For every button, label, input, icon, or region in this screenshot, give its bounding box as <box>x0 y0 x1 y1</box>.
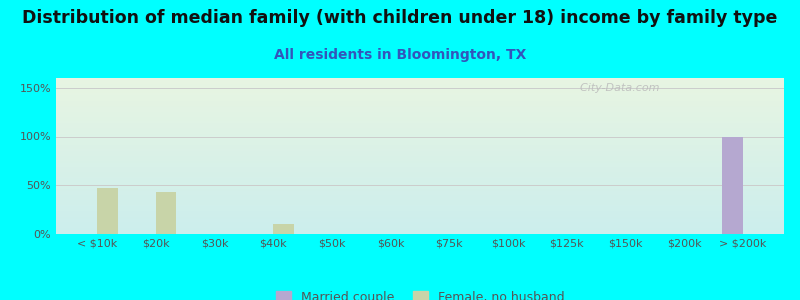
Bar <box>274 224 294 234</box>
Bar <box>156 192 176 234</box>
Bar <box>97 188 118 234</box>
Legend: Married couple, Female, no husband: Married couple, Female, no husband <box>270 286 570 300</box>
Text: City-Data.com: City-Data.com <box>573 83 659 93</box>
Text: All residents in Bloomington, TX: All residents in Bloomington, TX <box>274 48 526 62</box>
Text: Distribution of median family (with children under 18) income by family type: Distribution of median family (with chil… <box>22 9 778 27</box>
Bar <box>722 136 743 234</box>
